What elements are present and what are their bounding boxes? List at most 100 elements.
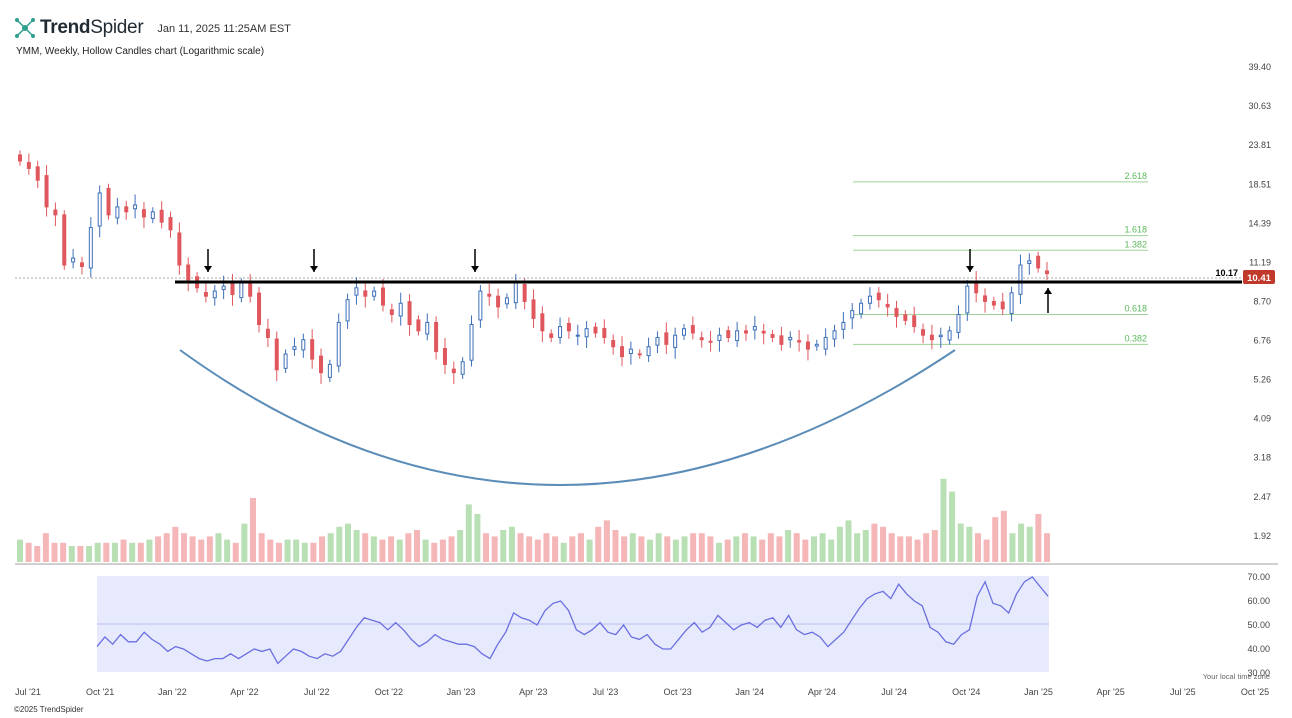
candle-body — [912, 315, 917, 328]
candle-body — [487, 293, 492, 297]
fibonacci-levels: 2.618 1.618 1.382 0.618 0.382 — [853, 171, 1148, 345]
volume-bar — [25, 542, 32, 562]
volume-bar — [431, 542, 438, 562]
time-tick-label: Jul '23 — [593, 687, 619, 697]
volume-bar — [1026, 526, 1033, 562]
candle-body — [602, 327, 607, 338]
candle-body — [133, 204, 138, 210]
volume-bar — [448, 536, 455, 562]
volume-bar — [379, 539, 386, 562]
candle-body — [726, 330, 731, 338]
volume-bar — [750, 536, 757, 562]
candle-body — [310, 339, 315, 360]
candle-body — [531, 299, 536, 319]
candle-body — [257, 292, 262, 325]
volume-bar — [629, 533, 636, 562]
arrow-head-icon — [1044, 288, 1052, 294]
volume-bar — [284, 539, 291, 562]
volume-bar — [672, 539, 679, 562]
time-tick-label: Oct '22 — [375, 687, 403, 697]
volume-bar — [327, 533, 334, 562]
volume-bar — [51, 542, 58, 562]
volume-bar — [42, 533, 49, 562]
candle-body — [673, 334, 678, 348]
candle-body — [832, 330, 837, 340]
rsi-tick-label: 60.00 — [1247, 596, 1270, 606]
candle-body — [79, 262, 84, 267]
candle-body — [1027, 260, 1032, 265]
volume-bar — [698, 533, 705, 562]
volume-bar — [845, 520, 852, 562]
volume-bar — [974, 533, 981, 562]
volume-bar — [474, 514, 481, 562]
candle-body — [106, 187, 111, 216]
candle-body — [416, 319, 421, 332]
candle-body — [593, 326, 598, 334]
volume-bar — [595, 526, 602, 562]
candle-body — [947, 330, 952, 341]
candle-body — [894, 307, 899, 317]
price-axis: 39.40 30.63 23.81 18.51 14.39 11.19 8.70 6.76 5.… — [1248, 62, 1271, 541]
candle-body — [620, 346, 625, 358]
volume-bar — [163, 533, 170, 562]
candle-body — [956, 313, 961, 333]
candle-body — [265, 328, 270, 338]
volume-bar — [120, 539, 127, 562]
volume-bar — [241, 523, 248, 562]
brand-logo[interactable]: TrendSpider — [40, 17, 144, 39]
volume-bar — [802, 539, 809, 562]
candle-body — [460, 361, 465, 375]
volume-bar — [793, 533, 800, 562]
volume-bar — [224, 539, 231, 562]
candle-body — [141, 209, 146, 218]
volume-bar — [923, 533, 930, 562]
volume-bar — [439, 539, 446, 562]
volume-bar — [457, 530, 464, 562]
time-tick-label: Jan '24 — [735, 687, 764, 697]
volume-bar — [94, 542, 101, 562]
candle-body — [903, 314, 908, 321]
candle-body — [823, 336, 828, 350]
price-tick-label: 18.51 — [1248, 179, 1271, 189]
cup-curve — [179, 349, 956, 486]
volume-bar — [836, 526, 843, 562]
chart-subtitle: YMM, Weekly, Hollow Candles chart (Logar… — [16, 46, 265, 57]
time-tick-label: Jan '23 — [447, 687, 476, 697]
volume-bar — [155, 536, 162, 562]
candle-body — [770, 334, 775, 338]
volume-bar — [983, 539, 990, 562]
candle-body — [88, 227, 93, 269]
candle-body — [274, 338, 279, 371]
volume-bar — [103, 542, 110, 562]
candle-body — [212, 290, 217, 299]
volume-bar — [198, 539, 205, 562]
candle-body — [363, 290, 368, 297]
volume-bar — [422, 539, 429, 562]
candle-body — [859, 302, 864, 315]
candle-body — [18, 154, 22, 162]
arrow-head-icon — [310, 266, 318, 272]
volume-bar — [344, 523, 351, 562]
volume-bar — [206, 536, 213, 562]
volume-bar — [647, 539, 654, 562]
rsi-tick-label: 30.00 — [1247, 668, 1270, 678]
candle-body — [1018, 264, 1023, 295]
time-tick-label: Jan '22 — [158, 687, 187, 697]
volume-bar — [388, 536, 395, 562]
price-chart[interactable]: 39.40 30.63 23.81 18.51 14.39 11.19 8.70 6.76 5.… — [0, 0, 1292, 700]
volume-bar — [810, 536, 817, 562]
candle-body — [558, 326, 563, 338]
candle-body — [292, 346, 297, 350]
volume-bar — [638, 536, 645, 562]
volume-bar — [681, 536, 688, 562]
time-tick-label: Jul '21 — [15, 687, 41, 697]
candle-body — [743, 330, 748, 334]
candle-body — [708, 340, 713, 343]
candle-body — [655, 336, 660, 346]
candle-body — [584, 328, 589, 338]
candle-body — [797, 340, 802, 343]
time-tick-label: Jul '25 — [1170, 687, 1196, 697]
candle-body — [876, 292, 881, 301]
volume-bar — [60, 542, 67, 562]
time-tick-label: Apr '22 — [230, 687, 258, 697]
